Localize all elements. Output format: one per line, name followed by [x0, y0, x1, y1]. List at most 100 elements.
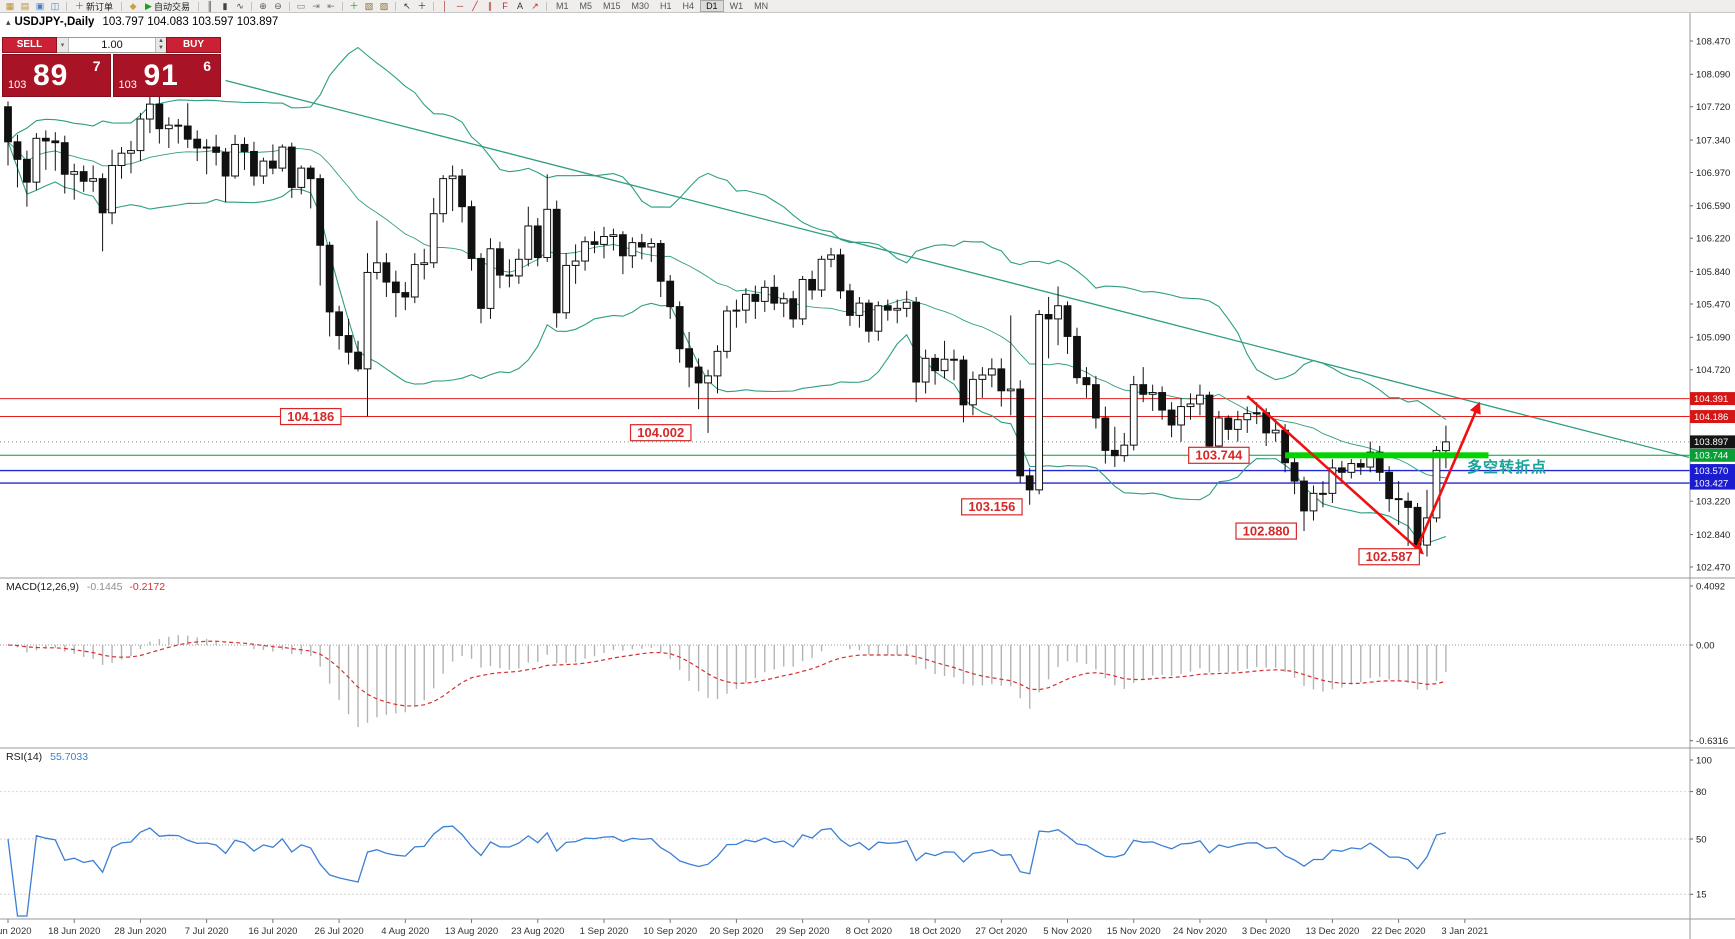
navigator-icon[interactable]: ◫ [48, 0, 62, 12]
bollinger-lower [7, 141, 1447, 544]
svg-text:1 Sep 2020: 1 Sep 2020 [580, 926, 629, 937]
new-order-button-label: 新订单 [86, 1, 114, 12]
svg-text:103.897: 103.897 [1694, 437, 1728, 448]
buy-price-prefix: 103 [118, 79, 137, 91]
svg-text:105.840: 105.840 [1696, 267, 1730, 278]
templates-icon[interactable]: ▨ [377, 0, 391, 12]
market-watch-icon[interactable]: ▣ [33, 0, 47, 12]
svg-text:104.391: 104.391 [1694, 394, 1728, 405]
svg-text:10 Sep 2020: 10 Sep 2020 [643, 926, 697, 937]
rsi-value: 55.7033 [50, 751, 89, 763]
line-chart-icon[interactable]: ∿ [233, 0, 247, 12]
svg-text:0.00: 0.00 [1696, 640, 1715, 651]
crosshair-icon[interactable]: ＋ [415, 0, 429, 12]
timeframe-button-m30[interactable]: M30 [631, 1, 650, 11]
add-indicator-icon-glyph: ＋ [349, 0, 359, 11]
svg-text:106.220: 106.220 [1696, 234, 1730, 245]
price-callouts: 104.186 104.002 103.744 103.156 102.880 102.5… [279, 407, 1420, 566]
price-badge-104.186 [1690, 410, 1735, 424]
timeframe-button-w1[interactable]: W1 [729, 1, 744, 11]
vertical-line-icon-glyph: │ [442, 0, 448, 11]
fibonacci-icon[interactable]: F [498, 0, 512, 12]
volume-input[interactable]: 1.00 [101, 39, 123, 51]
objects-list-icon[interactable]: ▧ [362, 0, 376, 12]
equidistant-channel-icon-glyph: ∥ [487, 0, 493, 11]
horizontal-line-icon[interactable]: ─ [453, 0, 467, 12]
svg-text:102.587: 102.587 [1366, 549, 1413, 564]
price-badge-104.391 [1690, 392, 1735, 406]
top-toolbar: ▦ ▤ ▣ ◫ ＋新订单 ◆ ▶ 自动交易 ║ ▮ ∿ ⊕ ⊖ ▭ ⇥ ⇤ ＋ ▧ ▨ ↖ ＋ │ ─ ╱ ∥ F A ↗ M1 M5 M1… [0, 0, 1735, 13]
tile-windows-icon-glyph: ▭ [296, 0, 306, 11]
chart-shift-icon[interactable]: ⇤ [324, 0, 338, 12]
sell-button[interactable]: SELL [2, 37, 57, 53]
sell-price-prefix: 103 [8, 79, 27, 91]
bar-chart-icon[interactable]: ║ [203, 0, 217, 12]
timeframe-button-h4[interactable]: H4 [682, 1, 695, 11]
descending-trendline [225, 79, 1690, 459]
volume-stepper[interactable]: ▲ ▼ [155, 38, 166, 52]
sell-price-display[interactable]: 103 89 7 [2, 54, 111, 97]
timeframe-button-m15[interactable]: M15 [603, 1, 621, 11]
chart-title: ▴ USDJPY-,Daily 103.797 104.083 103.597 … [6, 16, 278, 28]
rsi-axis: 100 80 50 15 [1690, 755, 1712, 901]
tile-windows-icon[interactable]: ▭ [294, 0, 308, 12]
macd-pane [0, 635, 1690, 728]
buy-price-display[interactable]: 103 91 6 [112, 54, 221, 97]
volume-dropdown-icon[interactable]: ▾ [57, 38, 69, 52]
macd-axis: 0.4092 0.00 -0.6316 [1690, 581, 1728, 747]
timeframe-button-h1[interactable]: H1 [660, 1, 672, 11]
templates-icon-glyph: ▨ [379, 0, 389, 11]
svg-text:100: 100 [1696, 755, 1712, 766]
chart-ohlc-values: 103.797 104.083 103.597 103.897 [102, 16, 279, 28]
cursor-icon[interactable]: ↖ [400, 0, 414, 12]
metaeditor-icon[interactable]: ◆ [126, 0, 140, 12]
arrows-object-icon[interactable]: ↗ [528, 0, 542, 12]
timeframe-button-m5[interactable]: M5 [579, 1, 592, 11]
svg-text:80: 80 [1696, 787, 1707, 798]
svg-text:103.427: 103.427 [1694, 478, 1728, 489]
toolbar-separator [288, 1, 290, 11]
vertical-line-icon[interactable]: │ [438, 0, 452, 12]
chart-symbol-period: USDJPY-,Daily [14, 16, 95, 28]
profiles-icon[interactable]: ▤ [18, 0, 32, 12]
svg-text:16 Jul 2020: 16 Jul 2020 [248, 926, 297, 937]
svg-text:18 Oct 2020: 18 Oct 2020 [909, 926, 961, 937]
sell-price-pip: 7 [92, 58, 101, 74]
new-order-button[interactable]: ＋新订单 [71, 0, 117, 12]
svg-text:8 Oct 2020: 8 Oct 2020 [846, 926, 892, 937]
zoom-in-icon[interactable]: ⊕ [256, 0, 270, 12]
auto-scroll-icon[interactable]: ⇥ [309, 0, 323, 12]
equidistant-channel-icon[interactable]: ∥ [483, 0, 497, 12]
svg-text:103.156: 103.156 [968, 499, 1015, 514]
text-label-icon-glyph: A [516, 0, 523, 11]
autotrade-button[interactable]: ▶ 自动交易 [141, 0, 194, 12]
zoom-out-icon[interactable]: ⊖ [271, 0, 285, 12]
toolbar-separator [197, 1, 199, 11]
svg-text:26 Jul 2020: 26 Jul 2020 [315, 926, 364, 937]
text-label-icon[interactable]: A [513, 0, 527, 12]
toolbar-separator [341, 1, 343, 11]
timeframe-button-mn[interactable]: MN [754, 1, 769, 11]
svg-text:3 Dec 2020: 3 Dec 2020 [1242, 926, 1291, 937]
date-axis: 9 Jun 2020 18 Jun 2020 28 Jun 2020 7 Jul 20… [0, 919, 1488, 937]
svg-text:104.002: 104.002 [637, 425, 684, 440]
fibonacci-icon-glyph: F [502, 0, 508, 11]
svg-text:20 Sep 2020: 20 Sep 2020 [709, 926, 763, 937]
trendline-icon[interactable]: ╱ [468, 0, 482, 12]
volume-control[interactable]: ▾ 1.00 ▲ ▼ [57, 37, 166, 53]
svg-text:108.090: 108.090 [1696, 70, 1730, 81]
timeframe-button-d1[interactable]: D1 [700, 0, 724, 12]
svg-text:102.840: 102.840 [1696, 530, 1730, 541]
volume-up-icon[interactable]: ▲ [156, 38, 166, 45]
buy-button[interactable]: BUY [166, 37, 221, 53]
new-chart-icon[interactable]: ▦ [3, 0, 17, 12]
volume-down-icon[interactable]: ▼ [156, 45, 166, 52]
svg-text:29 Sep 2020: 29 Sep 2020 [776, 926, 830, 937]
timeframe-button-m1[interactable]: M1 [555, 1, 569, 11]
trendline-icon-glyph: ╱ [472, 0, 478, 11]
candlestick-chart-icon[interactable]: ▮ [218, 0, 232, 12]
add-indicator-icon[interactable]: ＋ [347, 0, 361, 12]
svg-text:7 Jul 2020: 7 Jul 2020 [185, 926, 229, 937]
